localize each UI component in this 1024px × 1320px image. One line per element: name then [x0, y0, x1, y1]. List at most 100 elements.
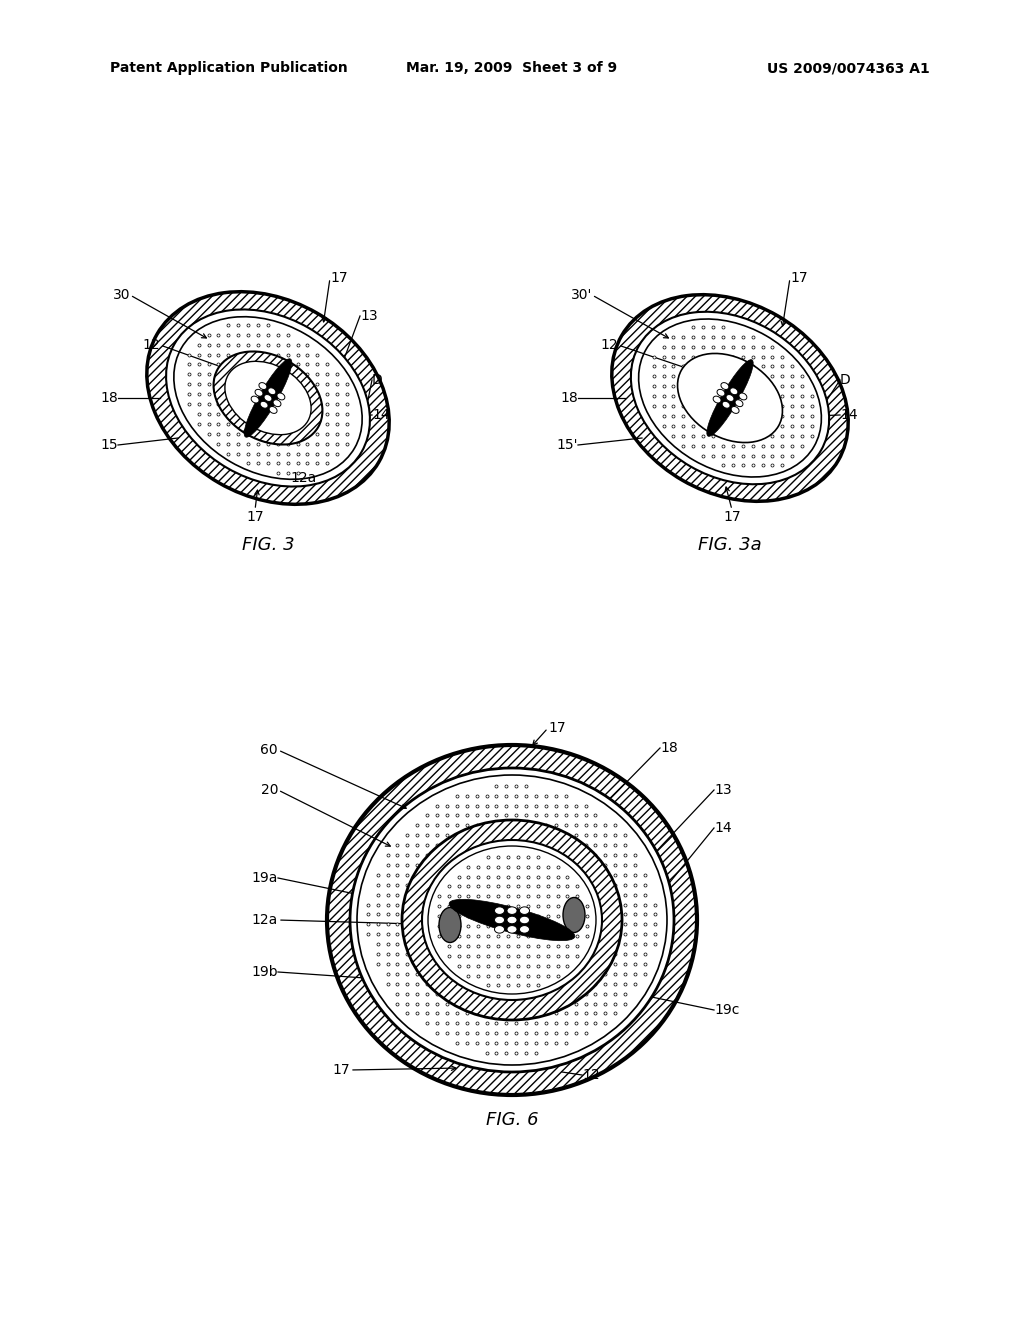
- Point: [469, 933, 485, 954]
- Point: [597, 973, 613, 994]
- Point: [520, 945, 537, 966]
- Point: [389, 993, 406, 1014]
- Point: [469, 1032, 485, 1053]
- Point: [567, 964, 584, 985]
- Point: [528, 785, 545, 807]
- Point: [558, 834, 574, 855]
- Point: [715, 356, 731, 378]
- Point: [597, 834, 613, 855]
- Point: [764, 405, 780, 426]
- Ellipse shape: [563, 898, 585, 932]
- Point: [488, 924, 505, 945]
- Point: [260, 404, 276, 425]
- Point: [439, 894, 456, 915]
- Point: [478, 964, 495, 985]
- Point: [774, 445, 791, 466]
- Point: [190, 393, 207, 414]
- Point: [528, 805, 545, 826]
- Ellipse shape: [255, 389, 263, 396]
- Point: [380, 944, 396, 965]
- Point: [559, 916, 575, 937]
- Point: [329, 413, 345, 434]
- Point: [280, 364, 296, 385]
- Point: [399, 964, 416, 985]
- Point: [784, 356, 801, 378]
- Point: [201, 404, 217, 425]
- Point: [510, 916, 526, 937]
- Point: [449, 894, 465, 915]
- Point: [380, 854, 396, 875]
- Point: [230, 374, 247, 395]
- Point: [461, 886, 477, 907]
- Point: [439, 854, 456, 875]
- Point: [744, 326, 761, 347]
- Point: [655, 366, 672, 387]
- Point: [469, 874, 485, 895]
- Point: [451, 956, 467, 977]
- Point: [280, 424, 296, 445]
- Point: [500, 975, 516, 997]
- Point: [540, 945, 556, 966]
- Point: [755, 385, 771, 407]
- Point: [488, 993, 505, 1014]
- Point: [540, 876, 556, 898]
- Point: [201, 334, 217, 355]
- Point: [784, 436, 801, 457]
- Point: [529, 965, 546, 986]
- Point: [627, 964, 643, 985]
- Point: [399, 983, 416, 1005]
- Point: [440, 925, 457, 946]
- Point: [439, 964, 456, 985]
- Point: [389, 913, 406, 935]
- Point: [380, 865, 396, 886]
- Point: [419, 993, 435, 1014]
- Point: [339, 384, 355, 405]
- Point: [480, 906, 497, 927]
- Point: [528, 884, 545, 906]
- Point: [449, 795, 465, 816]
- Point: [725, 346, 741, 367]
- Point: [804, 396, 820, 417]
- Point: [558, 1012, 574, 1034]
- Point: [588, 964, 604, 985]
- Point: [490, 886, 507, 907]
- Point: [419, 913, 435, 935]
- Point: [647, 894, 664, 915]
- Point: [588, 1003, 604, 1024]
- Point: [578, 913, 594, 935]
- Point: [538, 1012, 554, 1034]
- Point: [488, 1003, 505, 1024]
- Point: [715, 416, 731, 437]
- Point: [220, 374, 237, 395]
- Point: [269, 364, 286, 385]
- Ellipse shape: [721, 383, 729, 389]
- Point: [419, 814, 435, 836]
- Point: [440, 916, 457, 937]
- Point: [744, 396, 761, 417]
- Point: [597, 854, 613, 875]
- Point: [440, 876, 457, 898]
- Point: [508, 865, 524, 886]
- Point: [538, 884, 554, 906]
- Point: [597, 983, 613, 1005]
- Point: [804, 405, 820, 426]
- Point: [439, 1023, 456, 1044]
- Ellipse shape: [507, 916, 517, 924]
- Point: [558, 913, 574, 935]
- Point: [461, 916, 477, 937]
- Point: [784, 366, 801, 387]
- Point: [529, 876, 546, 898]
- Point: [655, 405, 672, 426]
- Ellipse shape: [739, 393, 746, 400]
- Text: 18: 18: [100, 391, 118, 405]
- Point: [190, 384, 207, 405]
- Point: [470, 945, 486, 966]
- Point: [627, 973, 643, 994]
- Point: [510, 857, 526, 878]
- Point: [370, 904, 386, 925]
- Point: [548, 983, 564, 1005]
- Point: [380, 884, 396, 906]
- Text: 17: 17: [790, 271, 808, 285]
- Point: [260, 325, 276, 346]
- Point: [695, 376, 712, 397]
